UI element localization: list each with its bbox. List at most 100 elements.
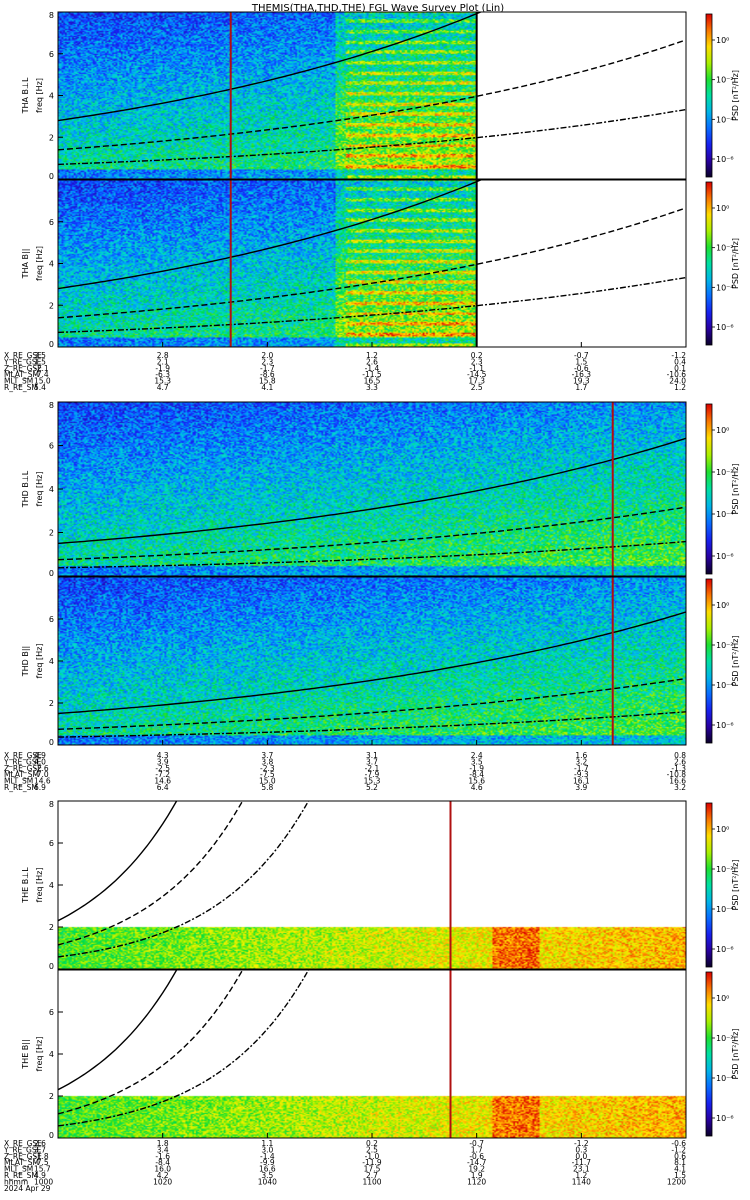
ephemeris-value: -7.5 — [260, 770, 275, 779]
quarter-fce-curve — [58, 276, 686, 334]
panel-freq-label: freq [Hz] — [35, 78, 44, 113]
half-fce-curve — [58, 39, 686, 151]
ephemeris-value: -11.7 — [572, 1158, 592, 1167]
ephemeris-value: -8.6 — [260, 370, 275, 379]
ephemeris-value: 17.5 — [364, 1165, 381, 1174]
gyrofrequency-curves — [58, 12, 686, 166]
spectrogram-image — [58, 970, 686, 1138]
half-fce-curve — [58, 677, 686, 730]
ephemeris-value: 23.1 — [573, 1165, 590, 1174]
panel-freq-label: freq [Hz] — [35, 246, 44, 281]
ephemeris-value: 4.1 — [261, 383, 273, 392]
ephemeris-value: 14.6 — [34, 777, 51, 786]
spectrogram-image — [58, 801, 686, 969]
ephemeris-value: 6.4 — [157, 783, 169, 792]
ephemeris-value: 2.0 — [261, 351, 273, 360]
fce-curve — [58, 12, 483, 122]
ephemeris-value: 1.9 — [471, 1171, 483, 1180]
ephemeris-value: 19.3 — [573, 377, 590, 386]
ephemeris-value: 0.8 — [674, 751, 686, 760]
ephemeris-value: 1.8 — [157, 1139, 169, 1148]
ephemeris-value: 3.7 — [261, 751, 273, 760]
x-tick-label: 1200 — [667, 1177, 686, 1186]
y-tick-label: 0 — [49, 172, 54, 181]
ephemeris-value: 4.1 — [674, 1165, 686, 1174]
ephemeris-value: 16.0 — [154, 1165, 171, 1174]
ephemeris-value: 4.9 — [34, 751, 46, 760]
panel-freq-label: freq [Hz] — [35, 1037, 44, 1072]
quarter-fce-curve — [58, 108, 686, 166]
y-tick-label: 6 — [49, 1008, 54, 1017]
ephemeris-value: -1.2 — [574, 1139, 589, 1148]
ephemeris-value: 15.3 — [154, 377, 171, 386]
ephemeris-value: 1.7 — [471, 1145, 483, 1154]
ephemeris-tables: X_RE_GSEY_RE_GSEZ_RE_GSEMLAT_SMMLT_SMR_R… — [3, 351, 686, 1193]
panel-ylabel: THD B⊥L — [21, 470, 30, 508]
ephemeris-value: 1.1 — [261, 1139, 273, 1148]
panel-ylabel: THE B⊥L — [21, 867, 30, 904]
colorbar-tick-label: 10⁻⁶ — [716, 1114, 734, 1123]
ephemeris-value: 2.3 — [471, 357, 483, 366]
ephemeris-value: 15.8 — [259, 377, 276, 386]
colorbar-tick-label: 10⁻² — [716, 1034, 734, 1043]
ephemeris-value: 24.0 — [669, 377, 686, 386]
ephemeris-value: -1.8 — [34, 1152, 49, 1161]
gyrofrequency-curves — [58, 437, 686, 569]
ephemeris-value: -2.3 — [260, 764, 275, 773]
ephemeris-value: -1.7 — [260, 364, 275, 373]
ephemeris-value: 1.2 — [674, 383, 686, 392]
quarter-fce-curve — [58, 540, 686, 569]
ephemeris-value: -8.4 — [469, 770, 484, 779]
ephemeris-value: 3.9 — [157, 757, 169, 766]
y-tick-label: 6 — [49, 442, 54, 451]
ephemeris-value: 0.3 — [575, 1145, 587, 1154]
ephemeris-value: 2.4 — [471, 751, 483, 760]
ephemeris-row-label: MLAT_SM — [4, 370, 39, 379]
ephemeris-value: 3.5 — [261, 1171, 273, 1180]
ephemeris-row-label: MLT_SM — [4, 777, 33, 786]
y-tick-label: 4 — [49, 485, 54, 494]
ephemeris-value: 8.1 — [674, 1158, 686, 1167]
ephemeris-value: -8.4 — [155, 1158, 170, 1167]
ephemeris-value: -1.0 — [365, 1152, 380, 1161]
gyrofrequency-curves — [58, 611, 686, 738]
ephemeris-value: -2.1 — [34, 364, 49, 373]
ephemeris-value: -0.6 — [574, 364, 589, 373]
ephemeris-value: 16.5 — [364, 377, 381, 386]
y-tick-label: 4 — [49, 657, 54, 666]
colorbar — [705, 802, 713, 968]
ephemeris-value: -11.9 — [362, 1158, 382, 1167]
colorbar-tick-label: 10⁻⁴ — [716, 1074, 734, 1083]
half-fce-curve — [58, 506, 686, 561]
ephemeris-row-label: R_RE_SM — [4, 1171, 38, 1180]
ephemeris-value: 0.2 — [471, 351, 483, 360]
ephemeris-value: 4.2 — [157, 1171, 169, 1180]
colorbar-tick-label: 10⁰ — [716, 994, 729, 1003]
panel-freq-label: freq [Hz] — [35, 472, 44, 507]
ephemeris-value: 15.0 — [34, 377, 51, 386]
colorbar — [705, 971, 713, 1137]
y-tick-label: 8 — [49, 11, 54, 20]
ephemeris-row-label: Z_RE_GSE — [4, 764, 42, 773]
ephemeris-value: 1.5 — [575, 357, 587, 366]
ephemeris-value: 2.8 — [157, 351, 169, 360]
ephemeris-row-label: X_RE_GSE — [4, 751, 42, 760]
ephemeris-value: 1.5 — [674, 1171, 686, 1180]
ephemeris-row-label: Z_RE_GSE — [4, 364, 42, 373]
colorbar-tick-label: 10⁻² — [716, 244, 734, 253]
colorbar-tick-label: 10⁻⁶ — [716, 552, 734, 561]
ephemeris-value: 3.9 — [575, 783, 587, 792]
ephemeris-row-label: MLT_SM — [4, 1165, 33, 1174]
gyrofrequency-curves — [58, 801, 310, 958]
ephemeris-value: 4.6 — [471, 783, 483, 792]
ephemeris-value: 4.9 — [34, 1171, 46, 1180]
y-tick-label: 2 — [49, 133, 54, 142]
y-tick-label: 0 — [49, 340, 54, 349]
ephemeris-value: -16.3 — [572, 370, 592, 379]
ephemeris-value: -10.8 — [667, 770, 687, 779]
spectrogram-image — [58, 12, 686, 179]
y-tick-label: 0 — [49, 738, 54, 747]
ephemeris-value: -1.6 — [155, 1152, 170, 1161]
ephemeris-value: 4.0 — [34, 757, 46, 766]
ephemeris-value: 16.6 — [669, 777, 686, 786]
